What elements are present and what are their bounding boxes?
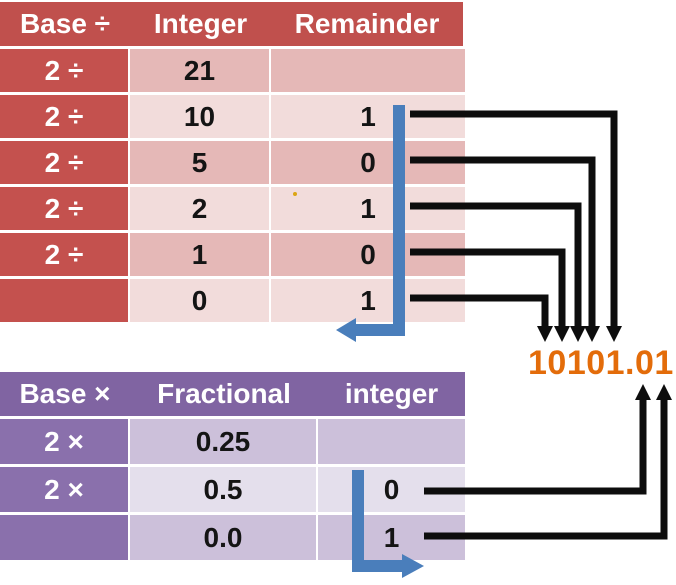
fraction-table-header: Base × Fractional integer [0,372,465,416]
header-integer-lower: integer [344,378,439,409]
cell-fraction-2: 0.0 [130,515,316,560]
cell-integer-5: 0 [130,279,269,322]
cell-fbase-1: 2 × [0,467,128,512]
header-fractional: Fractional [157,378,291,409]
cell-integer-1: 10 [130,95,269,138]
cell-integer-3: 2 [130,187,269,230]
cell-base-4: 2 ÷ [0,233,128,276]
cell-remainder-2: 0 [271,141,465,184]
cell-base-3: 2 ÷ [0,187,128,230]
cell-fint-1: 0 [318,467,465,512]
header-base-divide: Base ÷ [19,8,111,39]
cell-remainder-4: 0 [271,233,465,276]
header-base-multiply: Base × [19,378,111,409]
cell-fbase-0: 2 × [0,419,128,464]
cell-remainder-0 [271,49,465,92]
cell-base-2: 2 ÷ [0,141,128,184]
cell-fbase-2 [0,515,128,560]
cell-fint-0 [318,419,465,464]
cell-fraction-1: 0.5 [130,467,316,512]
cell-fraction-0: 0.25 [130,419,316,464]
cell-integer-0: 21 [130,49,269,92]
header-remainder: Remainder [294,8,440,39]
cell-integer-2: 5 [130,141,269,184]
cell-remainder-1: 1 [271,95,465,138]
cell-base-0: 2 ÷ [0,49,128,92]
fraction-table: 2 × 0.25 2 × 0.5 0 0.0 1 [0,419,465,560]
cell-remainder-5: 1 [271,279,465,322]
cell-integer-4: 1 [130,233,269,276]
cell-base-1: 2 ÷ [0,95,128,138]
cell-base-5 [0,279,128,322]
integer-table: 2 ÷ 21 2 ÷ 10 1 2 ÷ 5 0 2 ÷ 2 1 2 ÷ 1 0 … [0,49,465,322]
cell-fint-2: 1 [318,515,465,560]
integer-table-header: Base ÷ Integer Remainder [0,2,463,46]
stray-dot [293,192,297,196]
binary-result: 10101.01 [528,344,674,382]
header-integer: Integer [153,8,248,39]
cell-remainder-3: 1 [271,187,465,230]
